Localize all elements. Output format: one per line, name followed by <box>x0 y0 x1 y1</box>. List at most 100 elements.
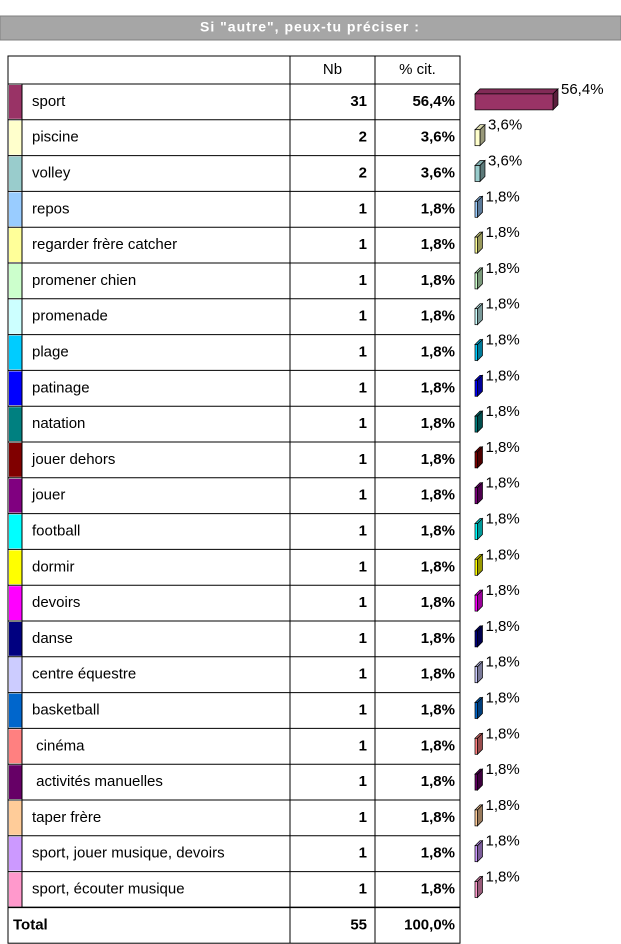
count: 2 <box>359 129 367 146</box>
row-label: natation <box>32 415 85 432</box>
bar-label: 1,8% <box>485 331 519 348</box>
count: 2 <box>359 164 367 181</box>
bar-label: 1,8% <box>485 689 519 706</box>
bar <box>474 272 478 290</box>
bar <box>474 773 478 791</box>
percent: 1,8% <box>421 737 455 754</box>
bar-label: 1,8% <box>485 439 519 456</box>
color-swatch <box>9 765 22 799</box>
row-label: football <box>32 522 80 539</box>
bar-label: 1,8% <box>485 868 519 885</box>
bar <box>474 129 481 147</box>
color-swatch <box>9 872 22 907</box>
percent: 1,8% <box>421 487 455 504</box>
row-label: piscine <box>32 129 79 146</box>
color-swatch <box>9 657 22 692</box>
color-swatch <box>9 407 22 441</box>
percent: 1,8% <box>421 522 455 539</box>
bar-label: 1,8% <box>485 188 519 205</box>
bar-top <box>474 88 559 95</box>
bar <box>474 308 478 326</box>
row-label: repos <box>32 200 70 217</box>
count: 1 <box>359 558 367 575</box>
color-swatch <box>9 550 22 585</box>
count: 1 <box>359 666 367 683</box>
percent: 1,8% <box>421 379 455 396</box>
row-label: dormir <box>32 558 75 575</box>
bar-label: 3,6% <box>488 117 522 134</box>
color-swatch <box>9 299 22 334</box>
percent: 1,8% <box>421 880 455 897</box>
count: 1 <box>359 487 367 504</box>
count: 1 <box>359 379 367 396</box>
bar <box>474 200 478 218</box>
row-label: promenade <box>32 308 108 325</box>
percent: 3,6% <box>421 164 455 181</box>
bar-label: 1,8% <box>485 475 519 492</box>
table-border <box>7 55 461 944</box>
percent: 1,8% <box>421 272 455 289</box>
color-swatch <box>9 264 22 298</box>
count: 1 <box>359 451 367 468</box>
color-swatch <box>9 85 22 119</box>
color-swatch <box>9 335 22 370</box>
percent: 1,8% <box>421 451 455 468</box>
bar <box>474 451 478 469</box>
percent: 1,8% <box>421 701 455 718</box>
color-swatch <box>9 586 22 620</box>
percent: 56,4% <box>412 93 455 110</box>
bar <box>474 236 478 254</box>
percent: 1,8% <box>421 594 455 611</box>
bar-label: 1,8% <box>485 582 519 599</box>
bar <box>474 737 478 755</box>
count: 1 <box>359 773 367 790</box>
count: 1 <box>359 236 367 253</box>
row-label: jouer <box>31 487 65 504</box>
percent: 1,8% <box>421 200 455 217</box>
color-swatch <box>9 478 22 513</box>
count: 1 <box>359 594 367 611</box>
bar <box>474 630 478 648</box>
row-label: regarder frère catcher <box>32 236 177 253</box>
count: 1 <box>359 308 367 325</box>
bar-label: 1,8% <box>485 797 519 814</box>
row-label: plage <box>32 343 69 360</box>
percent: 1,8% <box>421 630 455 647</box>
bar <box>474 881 478 898</box>
row-label: activités manuelles <box>32 773 163 790</box>
bar-label: 1,8% <box>485 510 519 527</box>
bar-label: 1,8% <box>485 367 519 384</box>
bar <box>474 487 478 505</box>
percent: 1,8% <box>421 773 455 790</box>
percent: 1,8% <box>421 558 455 575</box>
bar <box>474 379 478 397</box>
count: 1 <box>359 809 367 826</box>
title-bar <box>0 15 621 41</box>
row-label: centre équestre <box>32 666 136 683</box>
count: 1 <box>359 200 367 217</box>
row-label: sport <box>32 93 66 110</box>
row-label: taper frère <box>32 809 101 826</box>
bar-label: 1,8% <box>485 403 519 420</box>
percent: 1,8% <box>421 666 455 683</box>
bar-label: 1,8% <box>485 296 519 313</box>
count: 1 <box>359 630 367 647</box>
row-label: volley <box>32 164 71 181</box>
column-header: % cit. <box>399 61 436 78</box>
color-swatch <box>9 514 22 549</box>
bar <box>474 93 554 111</box>
count: 1 <box>359 415 367 432</box>
count: 1 <box>359 880 367 897</box>
color-swatch <box>9 156 22 191</box>
row-label: sport, écouter musique <box>32 880 185 897</box>
row-label: basketball <box>32 701 100 718</box>
bar <box>474 702 478 719</box>
color-swatch <box>9 801 22 835</box>
count: 1 <box>359 272 367 289</box>
count: 31 <box>350 93 367 110</box>
color-swatch <box>9 443 22 477</box>
percent: 3,6% <box>421 129 455 146</box>
bar <box>474 666 478 684</box>
